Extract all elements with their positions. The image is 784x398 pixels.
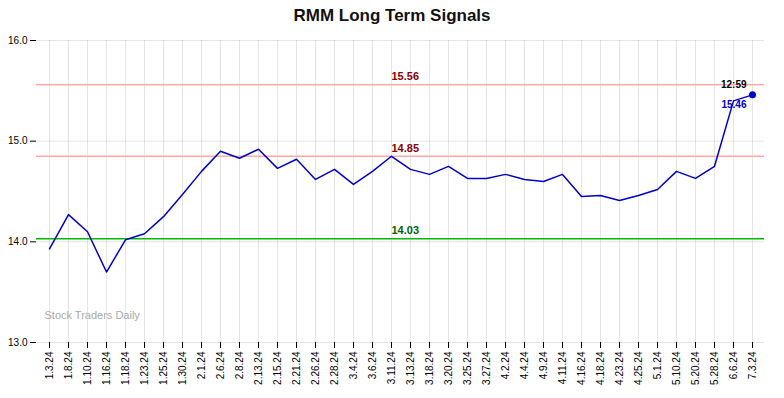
svg-text:15.0: 15.0 <box>8 135 28 146</box>
svg-text:5.20.24: 5.20.24 <box>690 351 701 385</box>
svg-text:Stock Traders Daily: Stock Traders Daily <box>45 309 141 321</box>
svg-text:1.8.24: 1.8.24 <box>63 351 74 379</box>
svg-text:4.2.24: 4.2.24 <box>500 351 511 379</box>
svg-text:3.18.24: 3.18.24 <box>424 351 435 385</box>
svg-text:5.1.24: 5.1.24 <box>652 351 663 379</box>
svg-text:4.16.24: 4.16.24 <box>576 351 587 385</box>
svg-text:2.26.24: 2.26.24 <box>310 351 321 385</box>
svg-text:3.13.24: 3.13.24 <box>405 351 416 385</box>
svg-text:5.28.24: 5.28.24 <box>709 351 720 385</box>
svg-text:1.30.24: 1.30.24 <box>177 351 188 385</box>
svg-text:14.0: 14.0 <box>8 236 28 247</box>
svg-text:3.11.24: 3.11.24 <box>386 351 397 384</box>
svg-text:13.0: 13.0 <box>8 337 28 348</box>
svg-text:5.10.24: 5.10.24 <box>671 351 682 385</box>
html-text:RMM Long Term Signals: RMM Long Term Signals <box>293 6 491 25</box>
svg-text:1.16.24: 1.16.24 <box>101 351 112 385</box>
svg-text:4.18.24: 4.18.24 <box>595 351 606 385</box>
svg-text:7.3.24: 7.3.24 <box>747 351 758 379</box>
svg-text:2.15.24: 2.15.24 <box>272 351 283 385</box>
svg-text:2.6.24: 2.6.24 <box>215 351 226 379</box>
svg-text:4.11.24: 4.11.24 <box>557 351 568 384</box>
svg-text:12:59: 12:59 <box>721 79 747 90</box>
svg-text:15.46: 15.46 <box>721 99 746 110</box>
svg-text:1.18.24: 1.18.24 <box>120 351 131 385</box>
svg-text:6.6.24: 6.6.24 <box>728 351 739 379</box>
svg-text:1.3.24: 1.3.24 <box>44 351 55 379</box>
svg-text:1.10.24: 1.10.24 <box>82 351 93 385</box>
svg-text:2.1.24: 2.1.24 <box>196 351 207 379</box>
svg-text:4.4.24: 4.4.24 <box>519 351 530 379</box>
svg-text:3.4.24: 3.4.24 <box>348 351 359 379</box>
svg-text:3.20.24: 3.20.24 <box>443 351 454 385</box>
svg-text:2.8.24: 2.8.24 <box>234 351 245 379</box>
svg-text:3.6.24: 3.6.24 <box>367 351 378 379</box>
svg-text:1.25.24: 1.25.24 <box>158 351 169 385</box>
svg-text:4.23.24: 4.23.24 <box>614 351 625 385</box>
svg-text:14.03: 14.03 <box>392 224 420 236</box>
svg-text:16.0: 16.0 <box>8 35 28 46</box>
svg-text:4.9.24: 4.9.24 <box>538 351 549 379</box>
svg-text:3.27.24: 3.27.24 <box>481 351 492 385</box>
svg-text:2.21.24: 2.21.24 <box>291 351 302 385</box>
svg-text:1.23.24: 1.23.24 <box>139 351 150 385</box>
svg-text:4.25.24: 4.25.24 <box>633 351 644 385</box>
svg-text:3.25.24: 3.25.24 <box>462 351 473 385</box>
svg-text:15.56: 15.56 <box>392 70 420 82</box>
svg-text:14.85: 14.85 <box>392 142 420 154</box>
svg-text:2.28.24: 2.28.24 <box>329 351 340 385</box>
svg-text:2.13.24: 2.13.24 <box>253 351 264 385</box>
